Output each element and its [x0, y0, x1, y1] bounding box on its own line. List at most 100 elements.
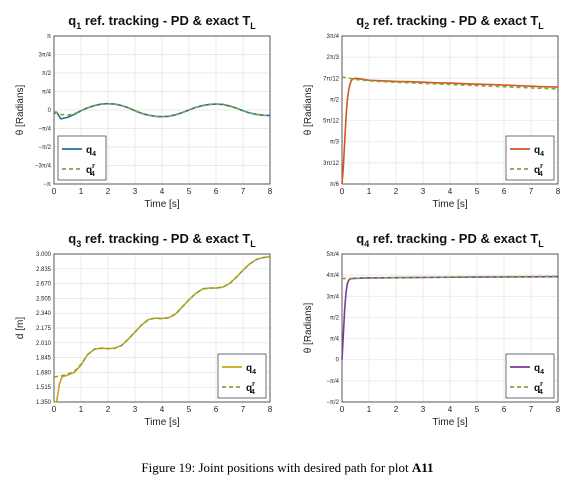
y-axis-label: θ [Radians]	[303, 302, 314, 353]
y-tick-label: 2.835	[36, 267, 52, 273]
x-tick-label: 7	[529, 187, 534, 196]
x-tick-label: 4	[160, 405, 165, 414]
x-axis-label: Time [s]	[432, 199, 467, 210]
y-tick-label: −π/4	[326, 379, 339, 385]
y-axis-label: θ [Radians]	[303, 84, 314, 135]
x-axis-label: Time [s]	[432, 417, 467, 428]
y-tick-label: 2.670	[36, 282, 52, 288]
legend-box	[57, 135, 107, 181]
y-axis-label: θ [Radians]	[15, 84, 26, 135]
y-tick-label: −π/4	[38, 127, 51, 133]
x-tick-label: 2	[106, 405, 111, 414]
x-tick-label: 5	[187, 405, 192, 414]
chart-title: q1 ref. tracking - PD & exact TL	[68, 13, 256, 31]
x-tick-label: 5	[475, 187, 480, 196]
x-tick-label: 8	[268, 405, 273, 414]
series-line-q4r	[53, 255, 271, 378]
chart-panel-4: 0 1 2 3 4 5 6 7 8 5π/4 4π/4 3π/4 π/2 π/4 0 −π/4 −π/2 q4 r…	[303, 231, 561, 428]
y-axis-ticks: 3π/4 2π/3 7π/12 π/2 5π/12 π/3 3π/12 π/6	[323, 34, 339, 188]
x-tick-label: 4	[448, 187, 453, 196]
y-tick-label: 1.845	[36, 356, 52, 362]
y-tick-label: 1.350	[36, 400, 52, 406]
caption-plot-id: A11	[411, 460, 434, 475]
caption-text: Figure 19: Joint positions with desired …	[141, 460, 409, 475]
y-tick-label: π/2	[42, 71, 52, 77]
x-tick-label: 4	[448, 405, 453, 414]
x-tick-label: 2	[106, 187, 111, 196]
x-tick-label: 0	[52, 405, 57, 414]
legend-label: q4	[534, 363, 544, 376]
y-tick-label: π/3	[330, 140, 340, 146]
chart-title: q4 ref. tracking - PD & exact TL	[356, 231, 544, 249]
x-axis-ticks: 0 1 2 3 4 5 6 7 8	[340, 405, 561, 414]
plot-frame	[53, 253, 271, 403]
x-tick-label: 3	[421, 187, 426, 196]
y-tick-label: 3π/4	[39, 53, 52, 59]
legend-box	[217, 353, 267, 399]
x-tick-label: 7	[241, 187, 246, 196]
chart-panel-3: 0 1 2 3 4 5 6 7 8 3.000 2.835 2.670 2.505 2.340 2.175 2…	[15, 231, 273, 428]
x-tick-label: 1	[79, 405, 84, 414]
legend-box	[505, 135, 555, 181]
x-tick-label: 7	[241, 405, 246, 414]
legend-box	[505, 353, 555, 399]
y-tick-label: 2.010	[36, 341, 52, 347]
x-tick-label: 6	[502, 187, 507, 196]
y-tick-label: 2.340	[36, 311, 52, 317]
y-axis-label: d [m]	[15, 317, 26, 339]
series-line-q4r	[341, 275, 559, 280]
x-tick-label: 8	[556, 405, 561, 414]
y-tick-label: 2.505	[36, 296, 52, 302]
x-axis-ticks: 0 1 2 3 4 5 6 7 8	[340, 187, 561, 196]
y-tick-label: −π/2	[38, 145, 51, 151]
y-tick-label: 0	[48, 108, 52, 114]
x-tick-label: 6	[214, 187, 219, 196]
legend-label: qr 4	[86, 163, 95, 178]
y-tick-label: 3.000	[36, 252, 52, 258]
x-axis-label: Time [s]	[144, 417, 179, 428]
chart-panel-1: 0 1 2 3 4 5 6 7 8 π 3π/4 π/2 π/4 0 −π/4 −π/2 −3π/4 −π q1 r…	[15, 13, 273, 210]
x-tick-label: 6	[502, 405, 507, 414]
legend-label: qr 4	[534, 163, 543, 178]
x-tick-label: 5	[475, 405, 480, 414]
x-tick-label: 8	[268, 187, 273, 196]
x-tick-label: 7	[529, 405, 534, 414]
x-tick-label: 3	[133, 187, 138, 196]
chart-panel-2: 0 1 2 3 4 5 6 7 8 3π/4 2π/3 7π/12 π/2 5π/12 π/3 3π/12 π/…	[303, 13, 561, 210]
series-line-q4r	[341, 76, 559, 90]
y-tick-label: 1.680	[36, 370, 52, 376]
y-tick-label: π/2	[330, 97, 340, 103]
y-tick-label: 5π/12	[323, 119, 339, 125]
chart-title: q3 ref. tracking - PD & exact TL	[68, 231, 256, 249]
figure-caption: Figure 19: Joint positions with desired …	[0, 460, 575, 476]
y-tick-label: π/4	[330, 337, 340, 343]
y-tick-label: −π	[43, 182, 51, 188]
x-tick-label: 0	[52, 187, 57, 196]
x-tick-label: 3	[421, 405, 426, 414]
legend-label: q4	[246, 363, 256, 376]
y-tick-label: π/4	[42, 90, 52, 96]
y-tick-label: π	[47, 34, 51, 40]
x-tick-label: 2	[394, 187, 399, 196]
series-line-q4r	[53, 102, 271, 118]
y-tick-label: 3π/4	[327, 34, 340, 40]
y-tick-label: π/6	[330, 182, 340, 188]
chart-title: q2 ref. tracking - PD & exact TL	[356, 13, 544, 31]
x-axis-label: Time [s]	[144, 199, 179, 210]
y-tick-label: π/2	[330, 315, 340, 321]
x-tick-label: 3	[133, 405, 138, 414]
plot-frame	[341, 253, 559, 403]
x-tick-label: 4	[160, 187, 165, 196]
y-tick-label: 1.515	[36, 385, 52, 391]
legend-label: qr 4	[534, 381, 543, 396]
y-tick-label: 3π/12	[323, 161, 339, 167]
x-tick-label: 2	[394, 405, 399, 414]
x-tick-label: 6	[214, 405, 219, 414]
y-tick-label: 4π/4	[327, 273, 340, 279]
x-axis-ticks: 0 1 2 3 4 5 6 7 8	[52, 187, 273, 196]
plot-frame	[341, 35, 559, 185]
y-tick-label: −3π/4	[35, 164, 52, 170]
legend-label: qr 4	[246, 381, 255, 396]
legend-label: q4	[534, 145, 544, 158]
